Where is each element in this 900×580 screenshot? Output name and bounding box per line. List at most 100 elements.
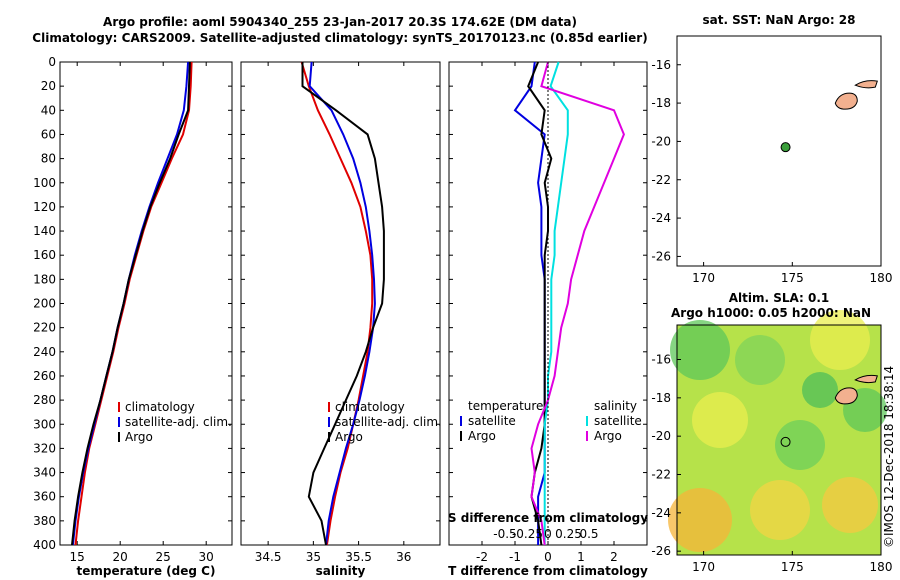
ytick-label: 60 — [41, 127, 56, 141]
series-line-difference-1 — [527, 61, 553, 546]
sla-blob — [670, 320, 730, 380]
series-line-salinity-1 — [308, 61, 376, 546]
ytick-label: 380 — [33, 514, 56, 528]
map-frame-sla — [676, 324, 882, 556]
series-line-difference-0 — [513, 61, 546, 545]
xtick-label: 30 — [199, 550, 214, 564]
island-fiji — [834, 387, 858, 405]
ytick-label: 160 — [33, 248, 56, 262]
title-line-1: Argo profile: aoml 5904340_255 23-Jan-20… — [103, 15, 577, 30]
s-xtick-label: 0.25 — [555, 527, 582, 541]
sla-blob — [775, 420, 825, 470]
ytick-label: 400 — [33, 538, 56, 552]
xtick-label: 34.5 — [255, 550, 282, 564]
sla-blob — [802, 372, 838, 408]
xtick-label: -2 — [476, 550, 488, 564]
series-line-difference-3 — [530, 61, 625, 546]
ytick-label: 340 — [33, 466, 56, 480]
map-xtick-label: 175 — [781, 560, 804, 574]
x-axis-label-difference: T difference from climatology — [448, 564, 648, 578]
map-ytick-label: -18 — [651, 96, 671, 110]
map-ytick-label: -20 — [651, 134, 671, 148]
map-frame-sst — [676, 35, 882, 267]
map-xtick-label: 175 — [781, 271, 804, 285]
map-ytick-label: -26 — [651, 249, 671, 263]
ytick-label: 180 — [33, 272, 56, 286]
ytick-label: 0 — [48, 55, 56, 69]
map-ytick-label: -22 — [651, 468, 671, 482]
legend-t-item: Argo — [468, 429, 496, 443]
series-line-difference-2 — [543, 61, 569, 545]
series-line-salinity-2 — [301, 62, 385, 546]
map-xtick-label: 170 — [692, 271, 715, 285]
legend-s-item: satellite — [594, 414, 642, 428]
legend-temperature-title: temperature — [468, 399, 543, 413]
legend-item: climatology — [125, 400, 195, 414]
imos-watermark: ©IMOS 12-Dec-2018 18:38:14 — [882, 366, 896, 548]
sla-blob — [822, 477, 878, 533]
xtick-label: 35.5 — [345, 550, 372, 564]
xtick-label: 2 — [610, 550, 618, 564]
xtick-label: 20 — [113, 550, 128, 564]
x-axis-label-salinity: salinity — [316, 564, 366, 578]
ytick-label: 360 — [33, 490, 56, 504]
ytick-label: 220 — [33, 321, 56, 335]
legend-salinity-title: salinity — [594, 399, 637, 413]
xtick-label: 1 — [577, 550, 585, 564]
ytick-label: 20 — [41, 79, 56, 93]
xtick-label: 0 — [544, 550, 552, 564]
ytick-label: 240 — [33, 345, 56, 359]
sla-blob — [750, 480, 810, 540]
ytick-label: 120 — [33, 200, 56, 214]
legend-t-item: satellite — [468, 414, 516, 428]
island-vanua-levu — [854, 374, 878, 384]
s-xtick-label: -0.5 — [493, 527, 516, 541]
x-axis-label-temperature: temperature (deg C) — [77, 564, 216, 578]
legend-item: Argo — [335, 430, 363, 444]
map-ytick-label: -16 — [651, 353, 671, 367]
map-ytick-label: -20 — [651, 429, 671, 443]
x-axis-label-2: S difference from climatology — [448, 511, 648, 525]
xtick-label: 35 — [306, 550, 321, 564]
ytick-label: 100 — [33, 176, 56, 190]
legend-item: Argo — [125, 430, 153, 444]
legend-s-item: Argo — [594, 429, 622, 443]
map-title: Altim. SLA: 0.1 — [729, 291, 830, 305]
map-ytick-label: -22 — [651, 173, 671, 187]
ytick-label: 140 — [33, 224, 56, 238]
map-xtick-label: 180 — [870, 560, 893, 574]
argo-float-marker — [780, 436, 791, 447]
ytick-label: 320 — [33, 441, 56, 455]
xtick-label: 15 — [70, 550, 85, 564]
map-ytick-label: -26 — [651, 544, 671, 558]
sla-blob — [692, 392, 748, 448]
island-fiji — [834, 92, 858, 110]
ytick-label: 40 — [41, 103, 56, 117]
sla-blob — [735, 335, 785, 385]
series-line-temperature-1 — [71, 61, 190, 546]
s-xtick-label: 0 — [544, 527, 552, 541]
map-title: sat. SST: NaN Argo: 28 — [702, 13, 855, 27]
legend-item: satellite-adj. clim. — [335, 415, 442, 429]
island-vanua-levu — [854, 80, 878, 89]
title-line-2: Climatology: CARS2009. Satellite-adjuste… — [32, 31, 647, 46]
series-line-temperature-2 — [71, 61, 191, 546]
s-xtick-label: 0.5 — [579, 527, 598, 541]
ytick-label: 280 — [33, 393, 56, 407]
map-xtick-label: 180 — [870, 271, 893, 285]
s-xtick-label: -0.25 — [512, 527, 543, 541]
map-ytick-label: -24 — [651, 506, 671, 520]
sla-blob — [668, 488, 732, 552]
xtick-label: 25 — [156, 550, 171, 564]
map-ytick-label: -18 — [651, 391, 671, 405]
ytick-label: 300 — [33, 417, 56, 431]
argo-float-marker — [780, 142, 791, 153]
legend-item: satellite-adj. clim. — [125, 415, 232, 429]
map-ytick-label: -24 — [651, 211, 671, 225]
xtick-label: 36 — [396, 550, 411, 564]
ytick-label: 80 — [41, 152, 56, 166]
map-subtitle: Argo h1000: 0.05 h2000: NaN — [671, 306, 871, 320]
ytick-label: 200 — [33, 297, 56, 311]
legend-item: climatology — [335, 400, 405, 414]
